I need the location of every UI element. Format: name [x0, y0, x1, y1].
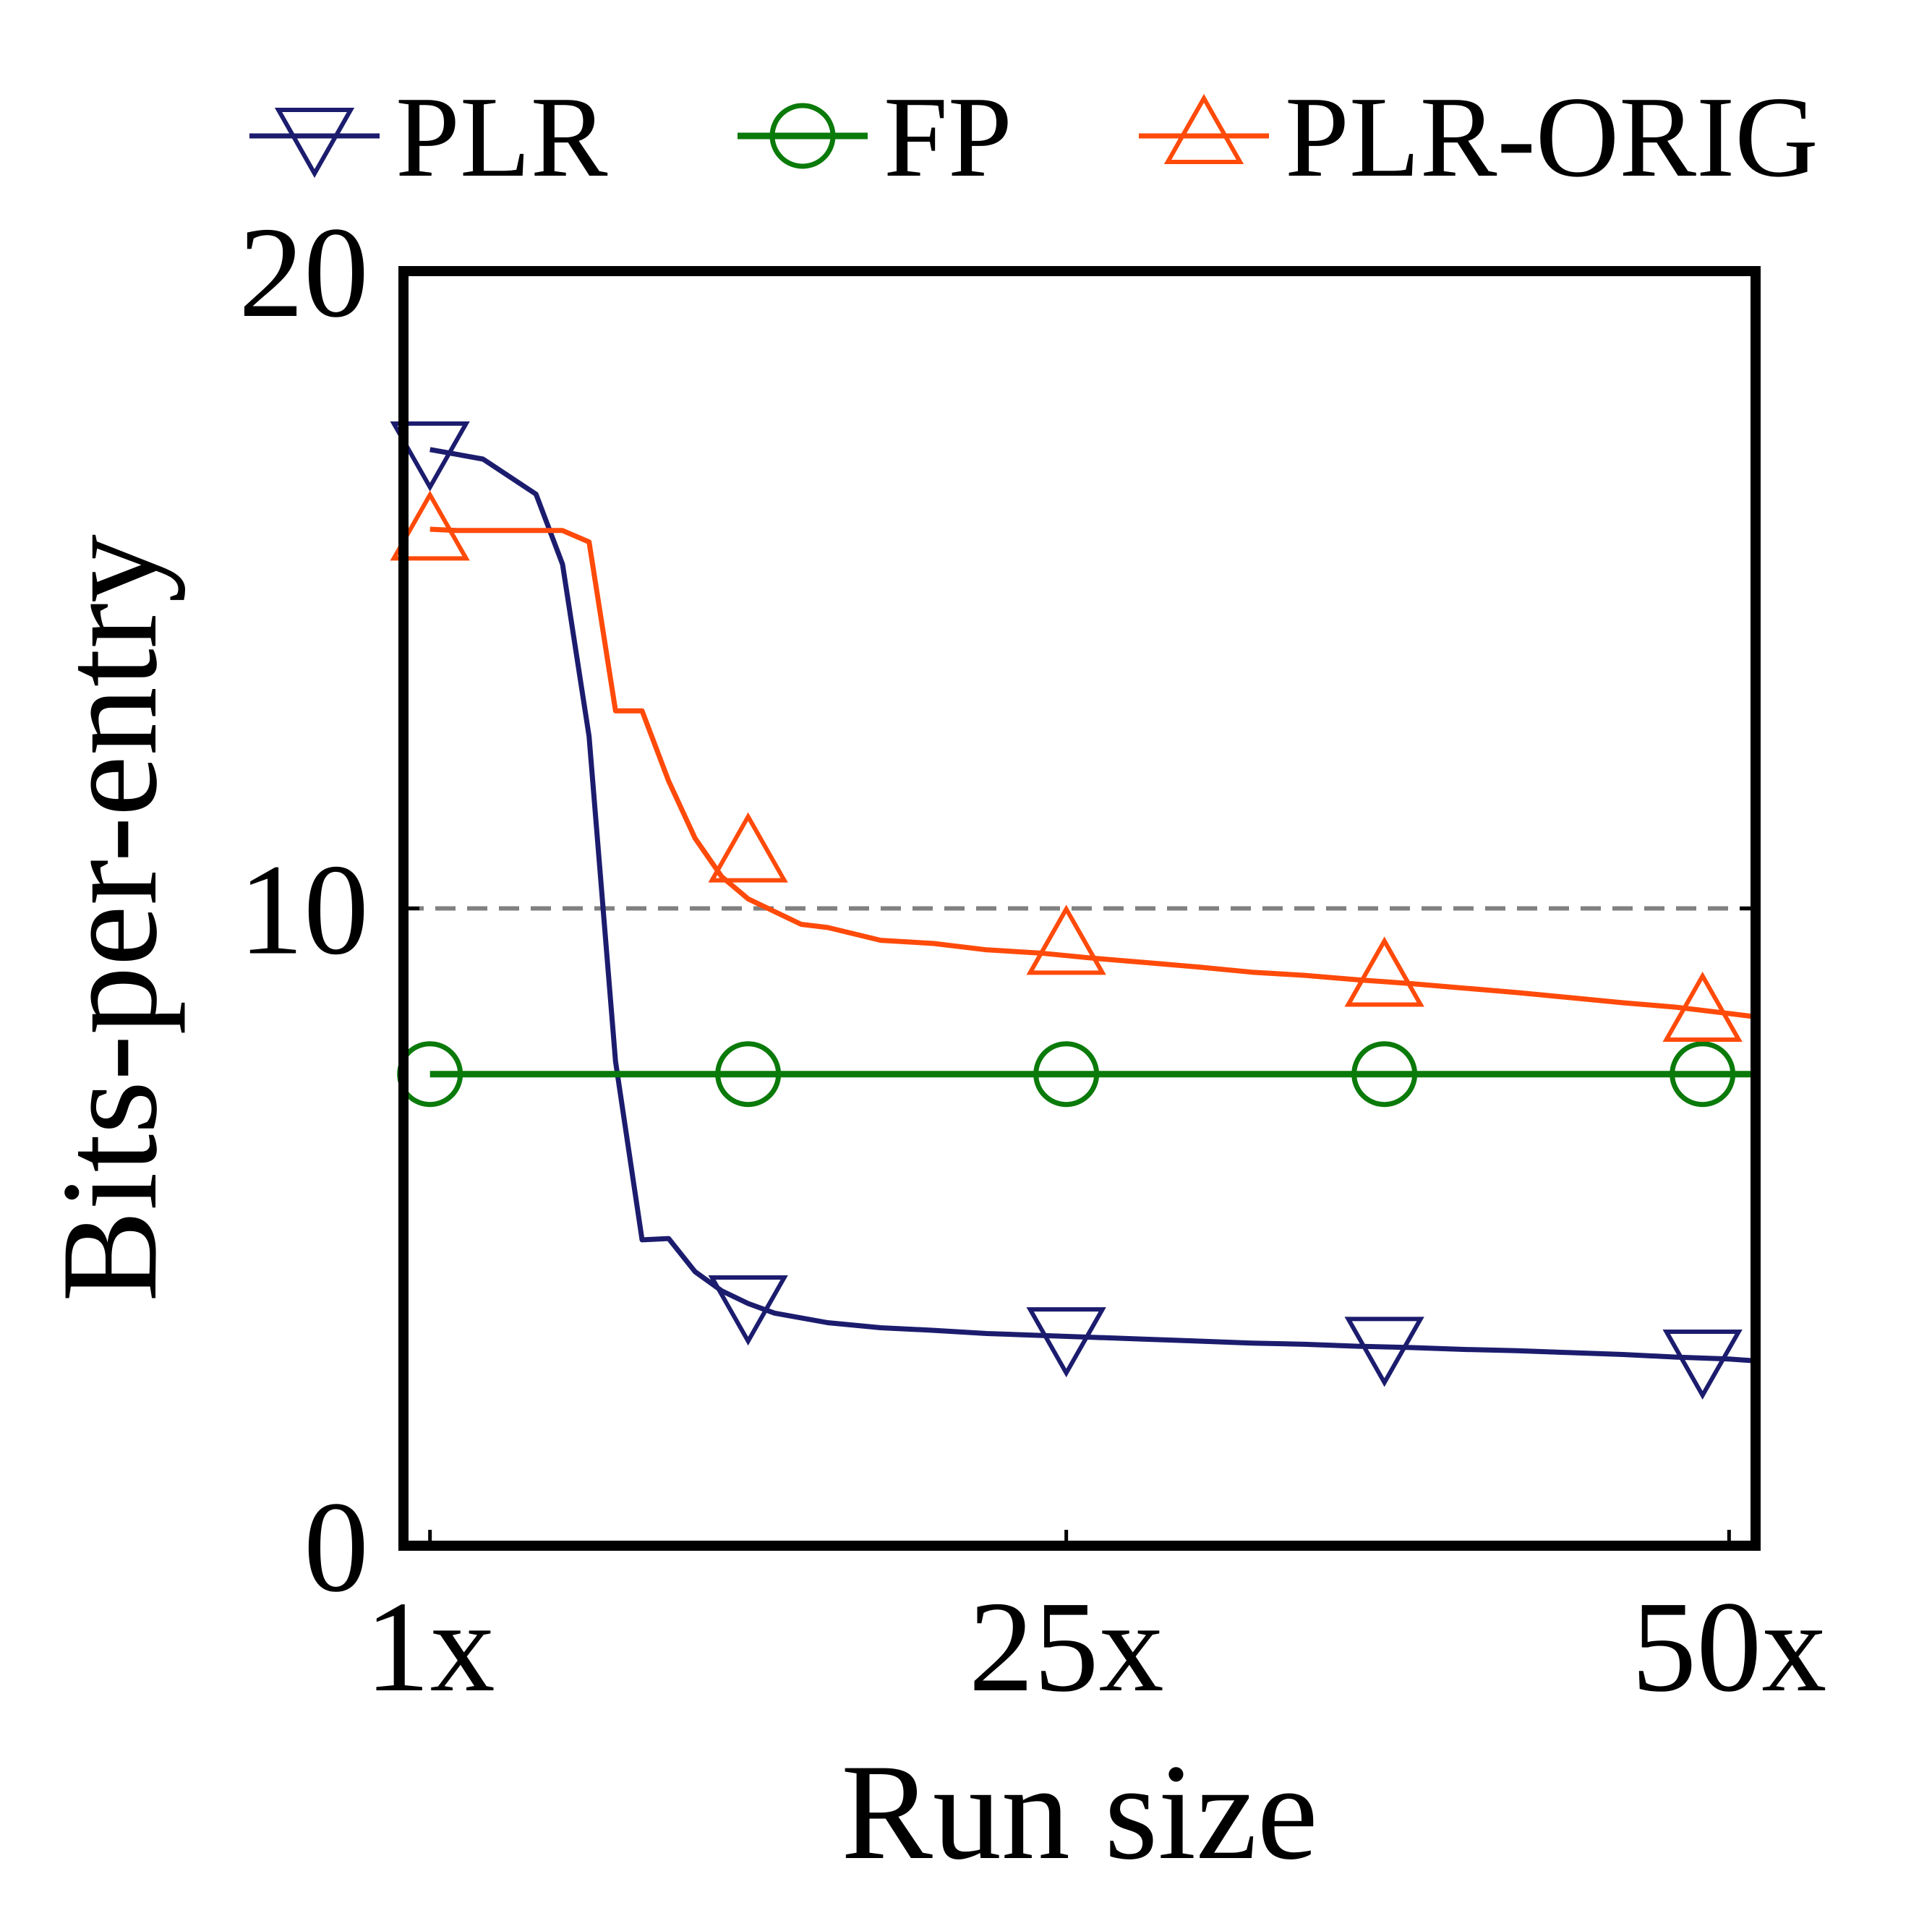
series-line-plr: [429, 447, 1756, 1364]
series-plr: [390, 421, 1756, 1400]
legend-item-fp: FP: [738, 72, 1012, 201]
x-tick-label: 25x: [969, 1575, 1164, 1719]
marker-plr-1: [708, 1275, 788, 1346]
legend-label-plr: PLR: [396, 72, 608, 201]
ticks-layer: 1x 25x 50x 0 10 20: [239, 200, 1826, 1719]
x-tick-label: 50x: [1631, 1575, 1826, 1719]
marker-plr-4: [1662, 1329, 1743, 1400]
y-axis-title: Bits-per-entry: [34, 534, 186, 1302]
x-tick-label: 1x: [365, 1575, 495, 1719]
legend-marker-fp: [769, 103, 836, 169]
marker-fp-3: [1351, 1041, 1418, 1108]
y-tick-label: 0: [304, 1475, 369, 1619]
y-tick-label: 20: [239, 200, 369, 344]
series-plr-orig: [390, 490, 1756, 1042]
marker-plr-0: [390, 421, 470, 492]
y-tick-label: 10: [239, 838, 369, 982]
marker-fp-2: [1033, 1041, 1100, 1108]
marker-plr-orig-3: [1344, 936, 1424, 1007]
marker-plr-orig-0: [390, 490, 470, 561]
series-fp: [397, 1041, 1756, 1108]
marker-plr-3: [1344, 1317, 1424, 1387]
marker-fp-4: [1670, 1041, 1736, 1108]
legend-marker-plr-orig: [1163, 93, 1244, 164]
legend: PLR FP PLR-ORIG: [249, 72, 1818, 201]
legend-item-plr-orig: PLR-ORIG: [1139, 72, 1818, 201]
legend-item-plr: PLR: [249, 72, 608, 201]
marker-plr-2: [1026, 1307, 1106, 1378]
marker-fp-1: [715, 1041, 782, 1108]
legend-label-fp: FP: [884, 72, 1012, 201]
marker-plr-orig-1: [708, 812, 788, 883]
marker-plr-orig-4: [1662, 971, 1743, 1042]
legend-marker-plr: [274, 108, 355, 179]
series-line-plr-orig: [429, 526, 1756, 1019]
marker-plr-orig-2: [1026, 904, 1106, 975]
legend-label-plr-orig: PLR-ORIG: [1285, 72, 1818, 201]
x-axis-title: Run size: [841, 1737, 1318, 1888]
